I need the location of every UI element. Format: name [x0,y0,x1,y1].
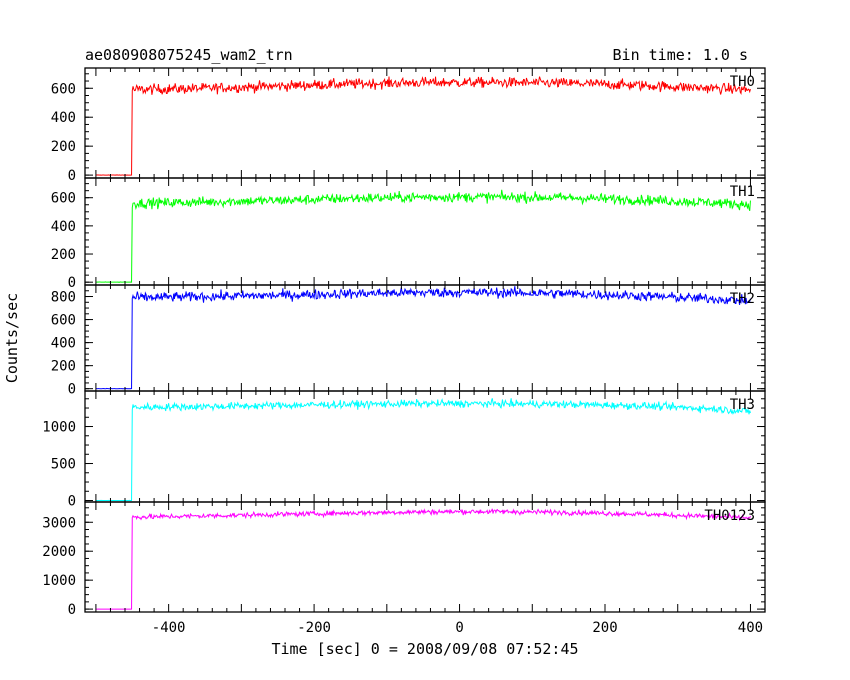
y-tick-label: 0 [68,494,76,510]
panel-th2: 0 200 400 600 800 TH2 [51,284,766,398]
panel-frame [84,390,766,503]
y-tick-label: 0 [68,602,76,618]
x-tick-label: 0 [455,620,463,636]
y-tick-label: 200 [51,359,76,375]
series-line-th2 [95,286,751,390]
series-label: TH0123 [704,508,755,524]
y-tick-label: 0 [68,168,76,184]
y-tick-label: 200 [51,247,76,263]
series-line-th1 [95,189,751,283]
panel-frame [84,284,766,392]
x-tick-label: 200 [592,620,617,636]
panel-th0: 0 200 400 600 TH0 [51,67,766,184]
y-tick-label: 1000 [42,420,76,436]
y-tick-label: 400 [51,219,76,235]
y-tick-label: 600 [51,191,76,207]
x-tick-label: 400 [738,620,763,636]
x-tick-label: -200 [297,620,331,636]
series-label: TH1 [730,184,755,200]
x-axis-label: Time [sec] 0 = 2008/09/08 07:52:45 [271,640,578,658]
y-tick-label: 0 [68,275,76,291]
panels-group: 0 200 400 600 TH0 0 200 400 600 TH1 0 200 400 600 800 T… [42,67,766,618]
panel-th1: 0 200 400 600 TH1 [51,177,766,291]
bin-time-label: Bin time: 1.0 s [613,46,748,64]
series-label: TH2 [730,291,755,307]
y-tick-label: 600 [51,313,76,329]
chart-title: ae080908075245_wam2_trn [85,46,293,64]
series-label: TH3 [730,397,755,413]
y-tick-label: 0 [68,382,76,398]
series-line-th3 [95,398,751,502]
y-tick-label: 200 [51,139,76,155]
y-axis-label: Counts/sec [3,293,21,383]
x-axis: -400 -200 0 200 400 [152,620,763,636]
y-tick-label: 800 [51,290,76,306]
series-line-th0123 [95,508,751,610]
y-tick-label: 500 [51,457,76,473]
x-tick-label: -400 [152,620,186,636]
y-tick-label: 400 [51,336,76,352]
y-tick-label: 1000 [42,573,76,589]
panel-th3: 0 500 1000 TH3 [42,390,766,510]
series-label: TH0 [730,74,755,90]
series-line-th0 [95,76,751,176]
y-tick-label: 2000 [42,544,76,560]
y-tick-label: 3000 [42,515,76,531]
panel-frame [84,177,766,286]
panel-frame [84,501,766,613]
panel-th0123: 0 1000 2000 3000 TH0123 [42,501,766,618]
y-tick-label: 600 [51,81,76,97]
y-tick-label: 400 [51,110,76,126]
